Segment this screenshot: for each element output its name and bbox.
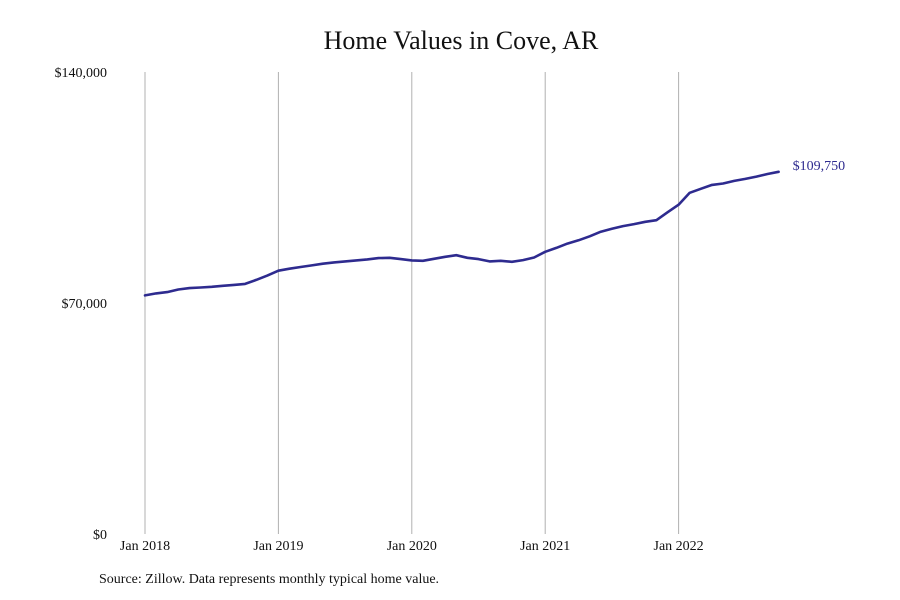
x-tick-label-2: Jan 2020 (387, 539, 437, 554)
x-tick-label-1: Jan 2019 (253, 539, 303, 554)
gridlines (144, 72, 680, 534)
y-tick-label-1: $70,000 (62, 297, 108, 312)
chart-title: Home Values in Cove, AR (323, 26, 599, 55)
y-tick-label-2: $140,000 (55, 66, 108, 81)
series: $109,750 (143, 159, 846, 297)
end-value-label-0: $109,750 (793, 159, 846, 174)
source-note: Source: Zillow. Data represents monthly … (99, 572, 440, 587)
x-tick-label-4: Jan 2022 (654, 539, 704, 554)
x-tick-label-3: Jan 2021 (520, 539, 570, 554)
x-axis-tick-labels: Jan 2018 Jan 2019 Jan 2020 Jan 2021 Jan 2022 (120, 539, 704, 554)
y-axis-tick-labels: $0 $70,000 $140,000 (55, 66, 108, 543)
y-tick-label-0: $0 (93, 528, 107, 543)
series-line-0 (143, 170, 780, 297)
x-tick-label-0: Jan 2018 (120, 539, 170, 554)
